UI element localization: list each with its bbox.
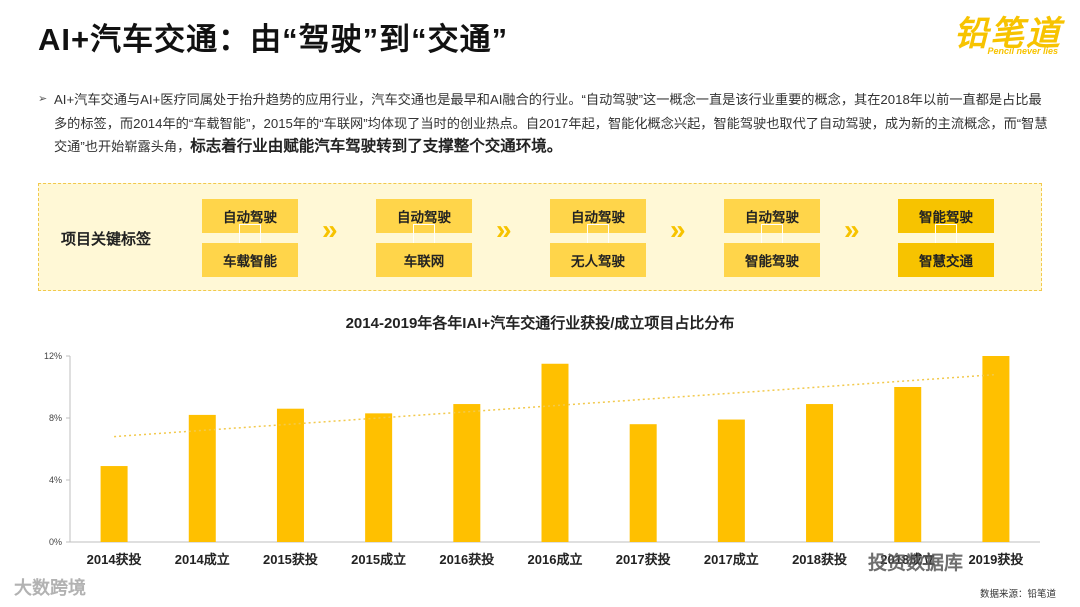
x-tick-label: 2016成立	[528, 552, 583, 567]
brand-logo: 铅笔道 Pencil never lies	[936, 6, 1062, 56]
bar-2018成立	[894, 387, 922, 542]
tag-2018-top: 智能驾驶	[898, 199, 994, 233]
bullet-arrow-icon: ➢	[38, 93, 48, 105]
trend-line	[114, 373, 996, 438]
y-tick-label: 4%	[49, 475, 62, 485]
tag-2017-top: 自动驾驶	[724, 199, 820, 233]
tag-evolution-box: 项目关键标签 自动驾驶 车载智能 » 自动驾驶 车联网 » 自动驾驶 无人驾驶 …	[38, 183, 1042, 291]
intro-text: AI+汽车交通与AI+医疗同属处于抬升趋势的应用行业，汽车交通也是最早和AI融合…	[54, 92, 1048, 154]
x-tick-label: 2018成立	[880, 552, 935, 567]
bar-2014获投	[100, 466, 128, 542]
x-tick-label: 2015成立	[351, 552, 406, 567]
x-tick-label: 2016获投	[439, 552, 494, 567]
bar-2017成立	[717, 419, 745, 542]
tag-2015-top: 自动驾驶	[376, 199, 472, 233]
tag-2015-bottom: 车联网	[376, 243, 472, 277]
x-tick-label: 2018获投	[792, 552, 847, 567]
bar-2016获投	[453, 404, 481, 542]
bar-2015成立	[365, 413, 393, 542]
tag-2014-bottom: 车载智能	[202, 243, 298, 277]
intro-text-wrap: AI+汽车交通与AI+医疗同属处于抬升趋势的应用行业，汽车交通也是最早和AI融合…	[38, 88, 1048, 159]
intro-conclusion: 标志着行业由赋能汽车驾驶转到了支撑整个交通环境。	[190, 138, 563, 155]
logo-text: 铅笔道	[954, 14, 1062, 54]
y-tick-label: 0%	[49, 537, 62, 547]
tag-2017-bottom: 智能驾驶	[724, 243, 820, 277]
bar-2019获投	[982, 356, 1010, 542]
tag-2014-top: 自动驾驶	[202, 199, 298, 233]
intro-paragraph: ➢ AI+汽车交通与AI+医疗同属处于抬升趋势的应用行业，汽车交通也是最早和AI…	[38, 88, 1048, 159]
chart-title: 2014-2019年各年IAI+汽车交通行业获投/成立项目占比分布	[345, 315, 735, 332]
logo-tagline: Pencil never lies	[987, 46, 1058, 56]
bar-2017获投	[629, 424, 657, 542]
x-tick-label: 2014获投	[87, 552, 142, 567]
bar-2018获投	[806, 404, 834, 542]
data-source: 数据来源：铅笔道	[979, 589, 1056, 600]
x-tick-label: 2014成立	[175, 552, 230, 567]
x-tick-label: 2017获投	[616, 552, 671, 567]
tag-2016-top: 自动驾驶	[550, 199, 646, 233]
x-tick-label: 2019获投	[968, 552, 1023, 567]
page-title: AI+汽车交通：由“驾驶”到“交通”	[38, 22, 509, 57]
y-tick-label: 12%	[44, 351, 62, 361]
x-tick-label: 2015获投	[263, 552, 318, 567]
bar-2015获投	[276, 408, 304, 542]
watermark-right: 投资数据库	[868, 553, 964, 574]
bar-2014成立	[188, 414, 216, 542]
bar-2016成立	[541, 363, 569, 542]
tag-2018-bottom: 智慧交通	[898, 243, 994, 277]
x-tick-label: 2017成立	[704, 552, 759, 567]
tag-box-label: 项目关键标签	[61, 231, 152, 248]
y-tick-label: 8%	[49, 413, 62, 423]
tag-2016-bottom: 无人驾驶	[550, 243, 646, 277]
watermark-left: 大数跨境	[14, 578, 86, 598]
